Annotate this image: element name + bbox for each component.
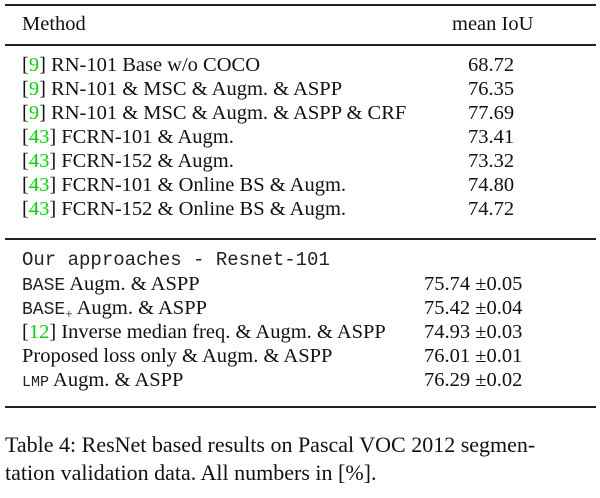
citation-link[interactable]: 43 [28, 174, 50, 196]
table-row: LMP Augm. & ASPP 76.29 ±0.02 [22, 369, 523, 391]
citation-link[interactable]: 9 [28, 54, 40, 76]
header-method: Method [22, 13, 86, 35]
table-row: [43] FCRN-101 & Augm. 73.41 [22, 126, 515, 148]
table-row: BASE Augm. & ASPP 75.74 ±0.05 [22, 273, 523, 296]
table-row: [9] RN-101 & MSC & Augm. & ASPP 76.35 [22, 78, 515, 100]
miou-value: 75.42 ±0.04 [424, 297, 523, 319]
citation-link[interactable]: 12 [28, 321, 50, 343]
miou-value: 68.72 [468, 54, 515, 76]
miou-value: 73.32 [468, 150, 515, 172]
table-row: [43] FCRN-152 & Online BS & Augm. 74.72 [22, 198, 515, 220]
table-row: [12] Inverse median freq. & Augm. & ASPP… [22, 321, 523, 343]
table-row: [9] RN-101 Base w/o COCO 68.72 [22, 54, 515, 76]
citation-link[interactable]: 43 [28, 126, 50, 148]
bottom-rule [5, 406, 596, 408]
miou-value: 74.72 [468, 198, 515, 220]
caption-line-2: tation validation data. All numbers in [… [5, 460, 377, 485]
group-title: Our approaches - Resnet-101 [22, 249, 330, 271]
table-row: [43] FCRN-101 & Online BS & Augm. 74.80 [22, 174, 515, 196]
miou-value: 77.69 [468, 102, 515, 124]
miou-value: 75.74 ±0.05 [424, 273, 523, 295]
miou-value: 73.41 [468, 126, 515, 148]
table-header: Method mean IoU [22, 12, 582, 36]
miou-value: 76.01 ±0.01 [424, 345, 523, 367]
method-prefix: BASE [22, 300, 66, 320]
miou-value: 76.35 [468, 78, 515, 100]
section-rule [5, 238, 596, 240]
method-prefix-subscript: + [65, 306, 73, 321]
method-prefix: LMP [22, 374, 50, 391]
miou-value: 74.80 [468, 174, 515, 196]
citation-link[interactable]: 9 [28, 78, 40, 100]
table-row: [9] RN-101 & MSC & Augm. & ASPP & CRF 77… [22, 102, 515, 124]
citation-link[interactable]: 43 [28, 150, 50, 172]
method-prefix: BASE [22, 276, 66, 296]
citation-link[interactable]: 43 [28, 198, 50, 220]
miou-value: 76.29 ±0.02 [424, 369, 523, 391]
table-row: [43] FCRN-152 & Augm. 73.32 [22, 150, 515, 172]
caption-line-1: Table 4: ResNet based results on Pascal … [5, 432, 536, 457]
group-title-row: Our approaches - Resnet-101 [22, 248, 582, 272]
top-rule [5, 4, 596, 6]
table-row: Proposed loss only & Augm. & ASPP 76.01 … [22, 345, 523, 367]
header-rule [5, 44, 596, 46]
table-caption: Table 4: ResNet based results on Pascal … [5, 431, 595, 487]
table-row: BASE+ Augm. & ASPP 75.42 ±0.04 [22, 297, 523, 321]
miou-value: 74.93 ±0.03 [424, 321, 523, 343]
header-metric: mean IoU [452, 13, 534, 35]
citation-link[interactable]: 9 [28, 102, 40, 124]
